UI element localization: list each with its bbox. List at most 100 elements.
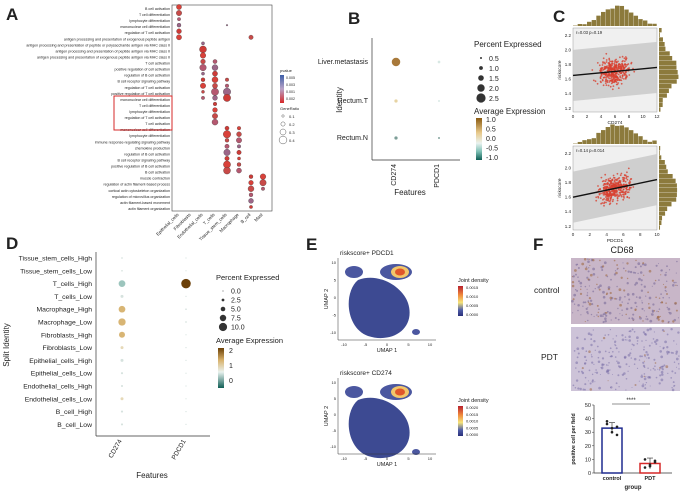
panel-d-identity-label: B_cell_High — [56, 409, 92, 416]
micrograph-control-cell — [615, 271, 618, 275]
panel-e-ytick: 0 — [334, 412, 337, 417]
panel-a-dot — [212, 83, 218, 89]
panel-c-side-histogram-bar — [659, 216, 663, 221]
micrograph-control-cell — [602, 315, 604, 318]
panel-e-xtick: 5 — [407, 456, 410, 461]
panel-d-identity-label: Fibroblasts_High — [41, 332, 92, 339]
panel-e-cluster-left — [345, 266, 363, 278]
panel-c-point — [625, 177, 628, 180]
panel-c-point — [623, 78, 625, 80]
micrograph-pdt-cell — [659, 374, 662, 377]
panel-d-dot — [120, 346, 124, 350]
micrograph-pdt-cell — [631, 387, 633, 388]
micrograph-control-cell — [610, 319, 612, 321]
panel-d-dot — [118, 318, 126, 326]
micrograph-control-cell — [607, 286, 611, 289]
micrograph-control-cell — [624, 295, 626, 298]
panel-c-point — [627, 175, 629, 178]
micrograph-control-cell — [645, 295, 647, 297]
micrograph-control-cell — [657, 318, 660, 321]
micrograph-control-cell — [584, 285, 587, 288]
micrograph-pdt-cell — [602, 336, 606, 340]
panel-b-dotplot: Liver.metastasis Rectum.T Rectum.N CD274 PDC… — [318, 38, 545, 197]
micrograph-control-cell — [648, 306, 651, 310]
micrograph-control-cell — [587, 307, 589, 308]
micrograph-pdt-cell — [640, 375, 644, 378]
micrograph-pdt-cell — [590, 338, 593, 341]
panel-c-top-histogram-bar — [610, 8, 615, 26]
panel-e-ytick: -10 — [330, 444, 337, 449]
panel-e-legend-tick: 0.0010 — [466, 294, 479, 299]
micrograph-control-cell — [587, 258, 589, 260]
panel-letter-d: D — [6, 234, 18, 253]
panel-e-legend-tick: 0.0000 — [466, 432, 479, 437]
panel-c-point — [616, 195, 619, 197]
panel-a-row-label: regulation of T cell activation — [125, 31, 170, 35]
micrograph-control-cell — [635, 259, 637, 262]
panel-f-point — [605, 422, 609, 426]
panel-c-point — [604, 80, 607, 83]
panel-e-top: riskscore+ PDCD1 -10 -5 0 5 10 10 5 0 -5 -10 UMAP 1… — [324, 250, 489, 354]
panel-e-legend-tick: 0.0005 — [466, 303, 479, 308]
panel-b-dot — [391, 57, 401, 67]
panel-c-point — [610, 82, 613, 85]
micrograph-control-cell — [675, 284, 677, 286]
micrograph-pdt-cell — [666, 350, 669, 354]
panel-c-point — [617, 64, 620, 66]
micrograph-control-cell — [626, 282, 629, 285]
panel-e-xtick: 10 — [428, 456, 433, 461]
panel-a-dot — [211, 118, 219, 126]
micrograph-pdt-cell — [642, 331, 646, 334]
panel-c-point — [617, 181, 620, 184]
panel-c-point — [601, 202, 604, 204]
micrograph-control-cell — [649, 319, 653, 323]
micrograph-pdt-cell — [623, 355, 627, 359]
panel-d-identity-label: Endothelial_cells_High — [23, 384, 92, 391]
panel-e-cluster-left — [345, 386, 363, 398]
panel-a-row-label: T cell differentiation — [139, 104, 170, 108]
panel-c-side-histogram-bar — [659, 146, 661, 151]
panel-a-dot — [199, 64, 207, 72]
micrograph-pdt-cell — [581, 367, 584, 370]
panel-c-point — [610, 185, 613, 188]
micrograph-control-cell — [603, 261, 607, 265]
panel-c-point — [627, 191, 630, 194]
panel-a-row-label: chemokine production — [135, 146, 170, 150]
panel-c-annotation: r=0.03 p=0.19 — [576, 30, 603, 35]
micrograph-control-cell — [587, 278, 590, 281]
panel-d-size-tick: 0.0 — [231, 289, 241, 296]
micrograph-pdt-cell — [575, 379, 579, 382]
panel-a-colorbar-tick: 0.005 — [286, 76, 295, 80]
panel-e-ytick: 0 — [334, 295, 337, 300]
panel-c-point — [613, 66, 615, 68]
micrograph-pdt-cell — [607, 380, 609, 382]
panel-c-point — [608, 77, 611, 80]
panel-e-ytick: -5 — [332, 313, 336, 318]
micrograph-control-cell — [666, 293, 668, 295]
micrograph-pdt-cell — [675, 366, 678, 368]
panel-d-identity-label: T_cells_Low — [54, 294, 92, 301]
panel-c-top-histogram-bar — [591, 20, 597, 26]
micrograph-pdt-cell — [585, 350, 588, 353]
panel-c-point — [604, 173, 607, 176]
panel-a-size-key — [279, 128, 287, 136]
panel-c-point — [628, 180, 631, 182]
panel-c-point — [627, 167, 630, 170]
panel-c-ytick: 1.6 — [565, 195, 572, 200]
panel-e-ytick: 10 — [332, 380, 337, 385]
micrograph-control-cell — [658, 279, 660, 281]
micrograph-control-cell — [577, 276, 579, 278]
panel-c-point — [603, 183, 606, 185]
micrograph-control-cell — [616, 285, 618, 288]
micrograph-control-cell — [573, 293, 577, 297]
micrograph-pdt-cell — [670, 351, 673, 354]
panel-c-top: r=0.03 p=0.19 0 2 4 6 8 10 12 1.2 1.4 1.6 1.8 2.0 2.2… — [557, 5, 679, 126]
panel-d-identity-label: Epithelial_cells_Low — [31, 371, 92, 378]
micrograph-control-cell — [645, 315, 648, 318]
panel-a-dot — [236, 137, 242, 144]
micrograph-control-cell — [610, 278, 612, 281]
panel-a-dot — [248, 198, 254, 204]
panel-c-point — [619, 75, 621, 78]
panel-a-size-tick: 0.1 — [289, 114, 295, 119]
panel-f-ihc: CD68 control PDT 0 10 20 30 40 50 control PDT **… — [534, 245, 680, 491]
